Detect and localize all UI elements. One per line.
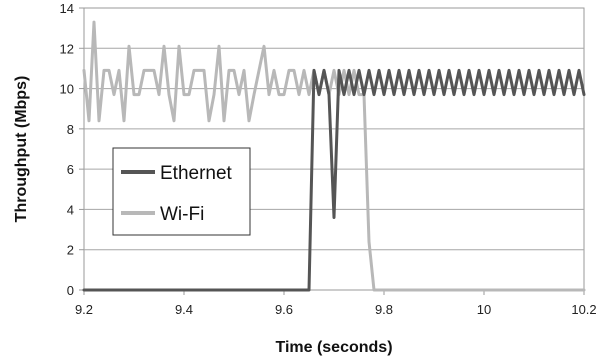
y-tick-label: 6 [67,162,74,177]
y-tick-label: 12 [60,41,74,56]
legend-box [112,147,251,236]
x-axis-ticks: 9.2 9.4 9.6 9.8 10 10.2 [75,290,597,317]
x-tick-label: 9.2 [75,302,93,317]
y-axis-title: Throughput (Mbps) [13,76,30,223]
y-tick-label: 2 [67,243,74,258]
series-layer [82,20,586,292]
legend-label-ethernet: Ethernet [160,163,233,184]
x-tick-label: 9.8 [375,302,393,317]
ethernet-line [82,68,586,292]
y-tick-label: 8 [67,122,74,137]
y-tick-label: 10 [60,82,74,97]
y-axis-ticks: 0 2 4 6 8 10 12 14 [60,1,84,298]
x-tick-label: 10.2 [571,302,596,317]
x-axis-title: Time (seconds) [275,339,392,356]
y-tick-label: 14 [60,1,74,16]
x-tick-label: 9.6 [275,302,293,317]
y-tick-label: 0 [67,283,74,298]
legend: Ethernet Wi-Fi [112,147,251,236]
legend-label-wifi: Wi-Fi [160,204,204,225]
x-tick-label: 9.4 [175,302,193,317]
y-tick-label: 4 [67,202,74,217]
x-tick-label: 10 [477,302,491,317]
